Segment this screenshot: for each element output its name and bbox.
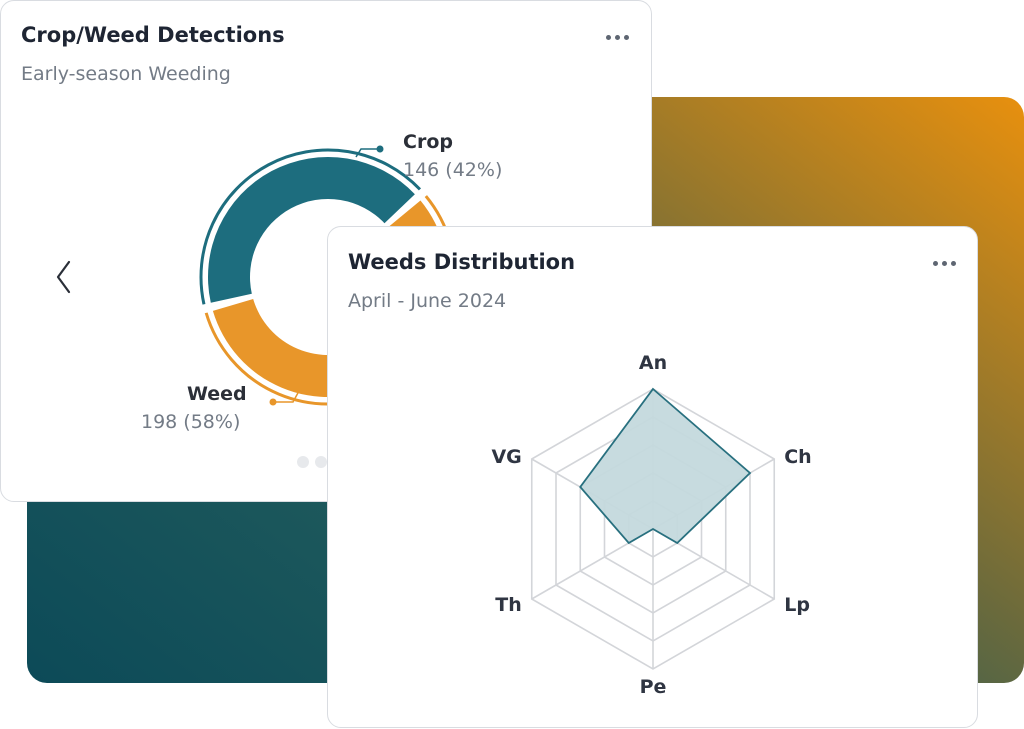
radar-axis-label-an: An (639, 352, 667, 374)
weed-leader-dot (269, 398, 277, 406)
weed-leader-line (273, 390, 300, 403)
radar-chart: An Ch Lp Pe Th VG (491, 352, 811, 698)
distribution-card-subtitle: April - June 2024 (348, 290, 507, 312)
radar-axis-label-pe: Pe (640, 676, 667, 698)
crop-legend-value: 146 (42%) (403, 159, 503, 181)
carousel-dot[interactable] (297, 456, 309, 468)
radar-axis-label-vg: VG (491, 446, 521, 468)
donut-slice-crop-outer-arc (199, 148, 422, 305)
more-options-icon[interactable] (933, 261, 956, 266)
weed-legend-label: Weed (187, 383, 247, 405)
crop-legend-label: Crop (403, 131, 453, 153)
carousel-dots (297, 456, 327, 468)
crop-leader-dot (376, 145, 384, 153)
chevron-left-icon[interactable] (55, 260, 75, 294)
radar-axis-label-ch: Ch (784, 446, 811, 468)
radar-series-area (579, 387, 752, 545)
more-options-icon[interactable] (606, 35, 629, 40)
carousel-dot[interactable] (315, 456, 327, 468)
radar-axis-label-th: Th (495, 594, 522, 616)
weed-legend-value: 198 (58%) (141, 411, 241, 433)
distribution-card-title: Weeds Distribution (348, 250, 576, 274)
radar-axis-label-lp: Lp (784, 594, 810, 616)
detections-card-title: Crop/Weed Detections (21, 23, 285, 47)
detections-card-subtitle: Early-season Weeding (21, 63, 231, 85)
crop-leader-line (355, 148, 380, 158)
distribution-card: Weeds Distribution April - June 2024 An C… (327, 226, 978, 728)
donut-slice-crop[interactable] (208, 157, 415, 303)
